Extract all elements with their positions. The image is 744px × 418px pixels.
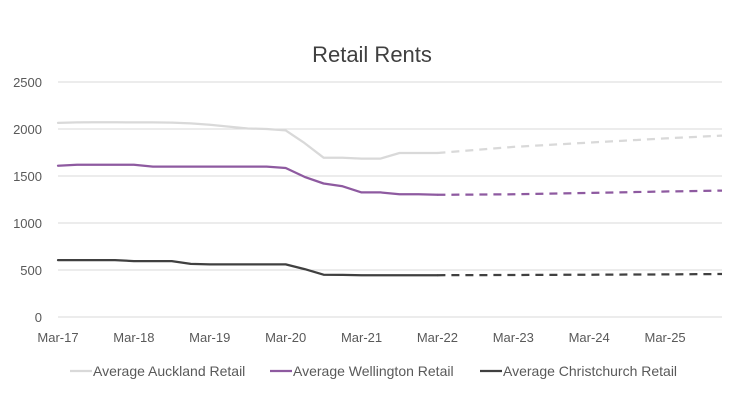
x-tick-label: Mar-23 [493,330,534,345]
legend: Average Auckland Retail Average Wellingto… [70,363,677,379]
y-tick-label: 2000 [13,122,42,137]
series-line-actual-1 [56,163,439,196]
series-line-forecast-0 [437,134,723,155]
legend-label: Average Auckland Retail [93,363,245,379]
x-tick-label: Mar-22 [417,330,458,345]
x-tick-label: Mar-24 [569,330,610,345]
y-axis: 0 500 1000 1500 2000 2500 [13,75,42,325]
y-tick-label: 500 [20,263,42,278]
x-tick-label: Mar-25 [644,330,685,345]
x-tick-label: Mar-18 [113,330,154,345]
series-line-forecast-2 [437,272,723,277]
x-tick-label: Mar-17 [37,330,78,345]
x-tick-label: Mar-20 [265,330,306,345]
gridlines [58,81,722,318]
legend-label: Average Christchurch Retail [503,363,677,379]
y-tick-label: 0 [35,310,42,325]
chart-title: Retail Rents [312,42,432,67]
series-lines [56,121,723,277]
series-line-forecast-1 [437,189,723,196]
series-line-actual-2 [56,258,439,277]
legend-label: Average Wellington Retail [293,363,454,379]
y-tick-label: 1000 [13,216,42,231]
series-line-actual-0 [56,121,439,160]
x-axis: Mar-17 Mar-18 Mar-19 Mar-20 Mar-21 Mar-22 Mar-… [37,330,685,345]
x-tick-label: Mar-21 [341,330,382,345]
y-tick-label: 2500 [13,75,42,90]
y-tick-label: 1500 [13,169,42,184]
x-tick-label: Mar-19 [189,330,230,345]
